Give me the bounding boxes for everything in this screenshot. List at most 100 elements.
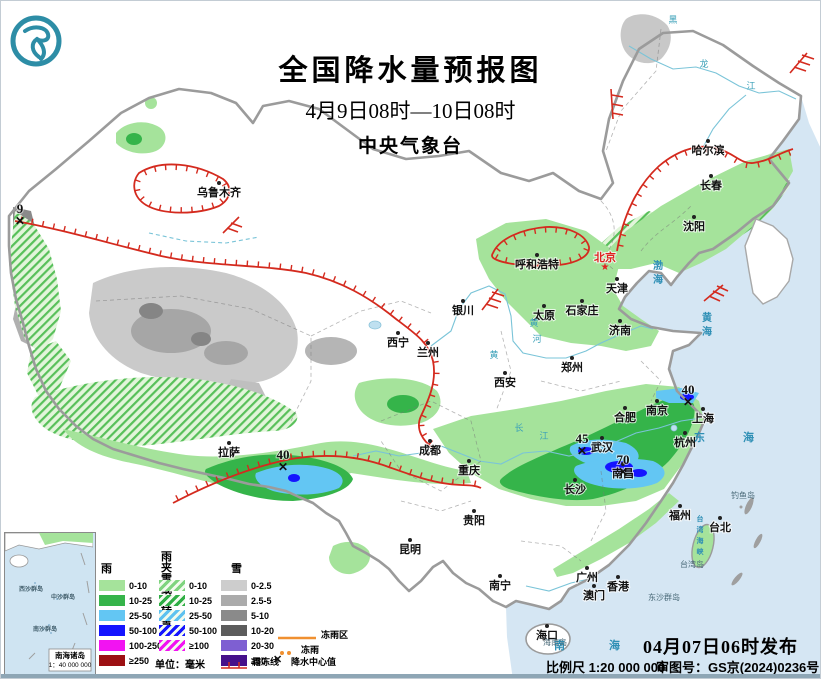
- svg-text:45: 45: [576, 431, 590, 446]
- legend-item: ≥30: [221, 653, 274, 668]
- city-沈阳: 沈阳: [682, 215, 706, 234]
- legend-swatch: [221, 625, 247, 636]
- legend-symbol-label: 霜冻线: [252, 657, 280, 667]
- city-北京: ★北京: [593, 249, 617, 273]
- city-天津: 天津: [605, 277, 629, 296]
- svg-text:济南: 济南: [609, 323, 631, 337]
- city-澳门: 澳门: [582, 584, 606, 603]
- city-福州: 福州: [667, 504, 692, 523]
- svg-text:香港: 香港: [606, 579, 630, 593]
- legend-swatch: [221, 655, 247, 666]
- legend-item: 25-50: [159, 608, 217, 623]
- svg-text:台北: 台北: [709, 520, 731, 534]
- legend-item: 50-100: [159, 623, 217, 638]
- precip-center-45: 45✕: [575, 430, 591, 458]
- river-label-江: 江: [539, 431, 548, 441]
- svg-text:杭州: 杭州: [674, 435, 696, 449]
- legend-swatch: [221, 580, 247, 591]
- svg-text:南昌: 南昌: [612, 466, 634, 480]
- legend-item: 2.5-5: [221, 593, 274, 608]
- legend-range: 0-10: [129, 580, 148, 591]
- legend-header: 雨: [101, 563, 112, 575]
- svg-text:哈尔滨: 哈尔滨: [692, 143, 725, 157]
- legend-range: 5-10: [251, 610, 270, 621]
- svg-text:海口: 海口: [536, 628, 558, 642]
- city-南昌: 南昌: [611, 462, 635, 481]
- legend-item: 20-30: [221, 638, 274, 653]
- svg-text:40: 40: [682, 382, 695, 397]
- legend-item: 10-20: [221, 623, 274, 638]
- city-广州: 广州: [575, 566, 599, 585]
- svg-text:天津: 天津: [606, 281, 628, 295]
- legend-swatch: [99, 625, 125, 636]
- sea-label-南海: 南海: [554, 638, 664, 652]
- island-label-海南岛: 海南岛: [543, 637, 567, 647]
- legend-symbol-label: 冻雨: [301, 645, 320, 655]
- legend-range: 25-50: [189, 610, 213, 621]
- legend-range: 10-25: [129, 595, 153, 606]
- city-杭州: 杭州: [673, 431, 697, 450]
- svg-text:银川: 银川: [452, 303, 474, 317]
- svg-text:✕: ✕: [683, 395, 693, 409]
- river-label-长: 长: [514, 422, 523, 433]
- precip-center-40: 40✕: [276, 446, 291, 474]
- city-长春: 长春: [699, 174, 724, 193]
- cma-dragon-logo: [10, 15, 62, 67]
- city-兰州: 兰州: [416, 341, 440, 360]
- city-太原: 太原: [531, 304, 556, 323]
- sea-label-黄海: 黄海: [702, 311, 712, 338]
- legend-item: 0-10: [99, 578, 162, 593]
- legend-symbol-label: 降水中心值: [291, 657, 337, 667]
- svg-text:太原: 太原: [532, 308, 555, 322]
- svg-text:★: ★: [601, 262, 610, 273]
- svg-text:重庆: 重庆: [458, 463, 480, 477]
- city-成都: 成都: [418, 439, 442, 458]
- svg-text:福州: 福州: [668, 508, 691, 522]
- city-石家庄: 石家庄: [564, 299, 600, 318]
- legend-item: 5-10: [221, 608, 274, 623]
- legend-swatch: [159, 580, 185, 591]
- svg-text:呼和浩特: 呼和浩特: [515, 257, 559, 271]
- svg-text:✕: ✕: [278, 460, 288, 474]
- svg-text:西安: 西安: [494, 375, 516, 389]
- island-label-东沙群岛: 东沙群岛: [648, 592, 680, 602]
- legend-symbol-freeze-area-line: [278, 636, 316, 640]
- city-台北: 台北: [708, 516, 732, 535]
- svg-text:乌鲁木齐: 乌鲁木齐: [197, 185, 242, 199]
- legend-range: 0-2.5: [251, 580, 272, 591]
- sea-label-渤海: 渤海: [653, 259, 663, 286]
- taiwan-island: [691, 523, 715, 569]
- islands: [525, 218, 794, 655]
- legend-range: 50-100: [189, 625, 218, 636]
- legend-item: 0-10: [159, 578, 217, 593]
- precip-center-70: 70✕: [616, 451, 631, 479]
- legend-item: 10-25: [99, 593, 162, 608]
- precip-center-40: 40✕: [681, 381, 696, 409]
- svg-text:南京: 南京: [646, 403, 668, 417]
- svg-text:✕: ✕: [15, 214, 25, 228]
- svg-text:郑州: 郑州: [561, 360, 583, 374]
- city-郑州: 郑州: [560, 356, 584, 375]
- svg-text:长春: 长春: [700, 178, 723, 192]
- release-time: 04月07日06时发布: [643, 637, 798, 657]
- legend-swatch: [159, 640, 185, 651]
- legend-item: ≥250: [99, 653, 162, 668]
- south-china-sea-inset: 西沙群岛 中沙群岛 南沙群岛 南海诸岛 1：40 000 000: [4, 532, 96, 677]
- hainan-island: [525, 623, 571, 655]
- legend-item: 25-50: [99, 608, 162, 623]
- svg-text:✕: ✕: [618, 465, 628, 479]
- svg-text:石家庄: 石家庄: [565, 303, 599, 317]
- legend-symbol-frost-line: [221, 662, 247, 669]
- svg-text:✕: ✕: [273, 654, 282, 666]
- river-label-黄: 黄: [529, 317, 538, 328]
- svg-text:上海: 上海: [692, 411, 714, 425]
- city-西宁: 西宁: [386, 331, 410, 350]
- legend-item: ≥100: [159, 638, 217, 653]
- precip-center-9: 9✕: [15, 200, 25, 228]
- svg-text:南宁: 南宁: [489, 578, 511, 592]
- legend-range: 0-10: [189, 580, 208, 591]
- city-银川: 银川: [451, 299, 475, 318]
